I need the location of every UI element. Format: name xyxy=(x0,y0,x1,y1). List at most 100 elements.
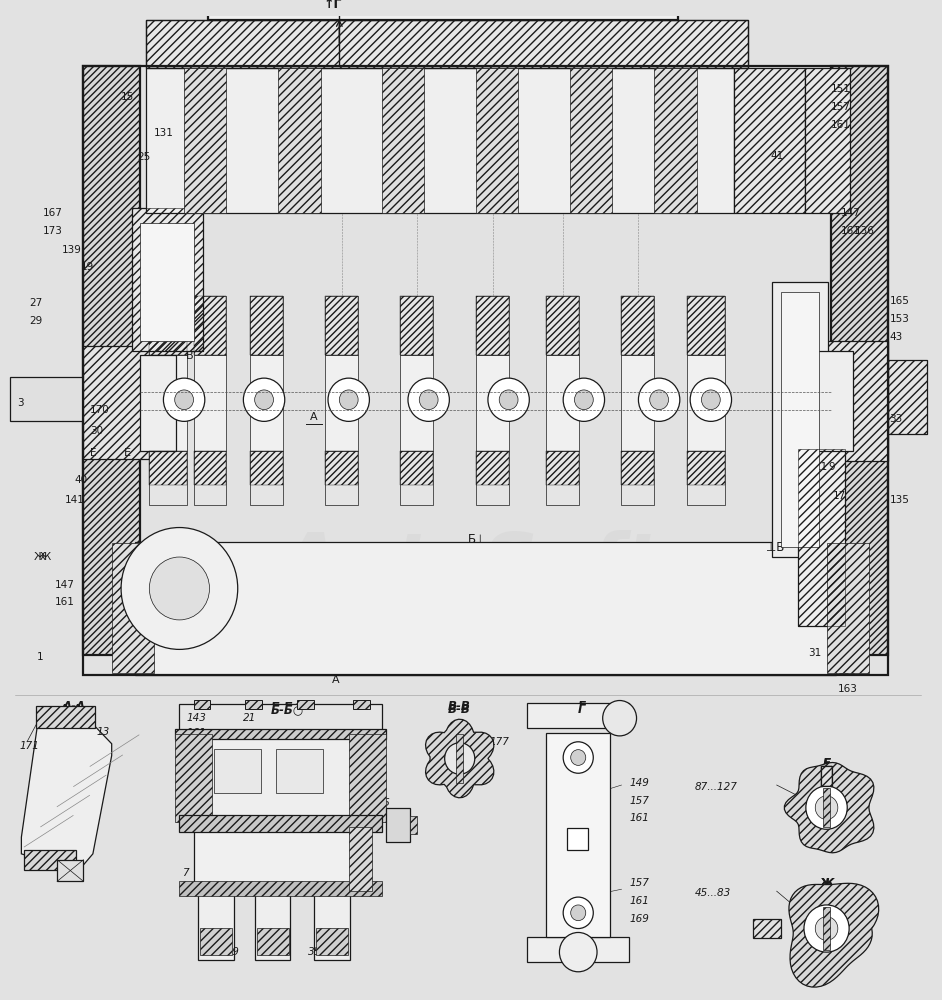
Bar xyxy=(174,729,386,739)
Bar xyxy=(193,451,226,505)
Bar xyxy=(174,734,212,822)
Text: 161: 161 xyxy=(187,728,207,738)
Circle shape xyxy=(563,897,593,929)
Polygon shape xyxy=(426,719,494,798)
Bar xyxy=(546,355,579,451)
Text: 37: 37 xyxy=(268,947,282,957)
Bar xyxy=(182,734,379,822)
Text: 40: 40 xyxy=(74,475,88,485)
Text: 15: 15 xyxy=(122,92,135,102)
Text: 41: 41 xyxy=(771,151,784,161)
Bar xyxy=(349,734,386,822)
Bar xyxy=(150,355,187,451)
Circle shape xyxy=(408,378,449,421)
Bar xyxy=(193,296,226,355)
Text: A: A xyxy=(310,412,317,422)
Bar xyxy=(782,292,819,547)
Text: 39: 39 xyxy=(179,822,193,832)
Bar xyxy=(325,296,358,355)
Bar xyxy=(546,296,579,355)
Bar xyxy=(476,451,509,505)
Bar xyxy=(735,68,804,213)
Text: 159: 159 xyxy=(837,666,858,676)
Text: Е: Е xyxy=(822,757,831,770)
Circle shape xyxy=(445,743,475,774)
Text: 136: 136 xyxy=(854,226,874,236)
Text: 155: 155 xyxy=(837,648,858,658)
Circle shape xyxy=(563,378,605,421)
Text: 135: 135 xyxy=(889,495,909,505)
Text: 9: 9 xyxy=(828,462,835,472)
Bar xyxy=(10,377,90,421)
Bar xyxy=(147,68,735,213)
Text: А-А: А-А xyxy=(62,700,86,713)
Text: 35: 35 xyxy=(308,947,321,957)
Text: 131: 131 xyxy=(154,128,174,138)
Bar xyxy=(735,68,804,213)
Text: E: E xyxy=(90,448,96,458)
Circle shape xyxy=(328,378,369,421)
Bar xyxy=(112,543,154,673)
Text: 30: 30 xyxy=(90,426,104,436)
Polygon shape xyxy=(789,883,879,987)
Circle shape xyxy=(690,378,732,421)
Text: 161: 161 xyxy=(629,896,649,906)
Bar xyxy=(179,704,382,734)
Bar xyxy=(822,907,830,950)
Circle shape xyxy=(603,701,637,736)
Text: 179: 179 xyxy=(219,947,239,957)
Text: 33: 33 xyxy=(889,414,902,424)
Bar xyxy=(147,20,749,68)
Text: Е: Е xyxy=(822,757,831,770)
Bar xyxy=(400,451,433,485)
Text: 145: 145 xyxy=(370,798,390,808)
Bar xyxy=(804,68,850,213)
Circle shape xyxy=(150,557,209,620)
Text: 29: 29 xyxy=(29,316,42,326)
Bar xyxy=(754,919,782,938)
Bar xyxy=(84,66,887,675)
Bar xyxy=(325,355,358,451)
Bar xyxy=(798,341,887,461)
Bar xyxy=(386,808,410,842)
Bar xyxy=(179,815,382,832)
Text: 45...83: 45...83 xyxy=(695,888,731,898)
Bar xyxy=(655,68,697,213)
Bar xyxy=(133,208,203,351)
Bar xyxy=(250,451,283,505)
Bar xyxy=(37,706,95,728)
Text: 165: 165 xyxy=(889,296,909,306)
Bar xyxy=(622,296,655,355)
Text: 171: 171 xyxy=(20,741,40,751)
Bar xyxy=(214,749,261,793)
Bar xyxy=(140,223,194,341)
Text: Ж: Ж xyxy=(820,877,834,890)
Bar xyxy=(325,451,358,505)
Text: 177: 177 xyxy=(490,737,510,747)
Bar xyxy=(382,68,424,213)
Bar xyxy=(150,451,187,485)
Circle shape xyxy=(499,390,518,410)
Bar xyxy=(150,296,187,355)
Bar xyxy=(250,296,283,355)
Text: 173: 173 xyxy=(43,226,63,236)
Text: 19: 19 xyxy=(81,262,94,272)
Text: 161: 161 xyxy=(56,597,75,607)
Text: 141: 141 xyxy=(65,495,85,505)
Bar xyxy=(250,451,283,485)
Text: 169: 169 xyxy=(629,914,649,924)
Circle shape xyxy=(563,742,593,773)
Bar xyxy=(476,296,509,355)
Text: AutoSoft: AutoSoft xyxy=(281,530,661,604)
Polygon shape xyxy=(785,762,874,853)
Bar xyxy=(826,543,869,673)
Bar xyxy=(325,296,358,355)
Bar xyxy=(476,68,518,213)
Text: В-В: В-В xyxy=(447,700,470,713)
Circle shape xyxy=(243,378,284,421)
Bar xyxy=(546,451,579,505)
Bar xyxy=(400,451,433,505)
Text: 25: 25 xyxy=(138,152,151,162)
Text: 167: 167 xyxy=(43,208,63,218)
Bar xyxy=(820,766,832,786)
